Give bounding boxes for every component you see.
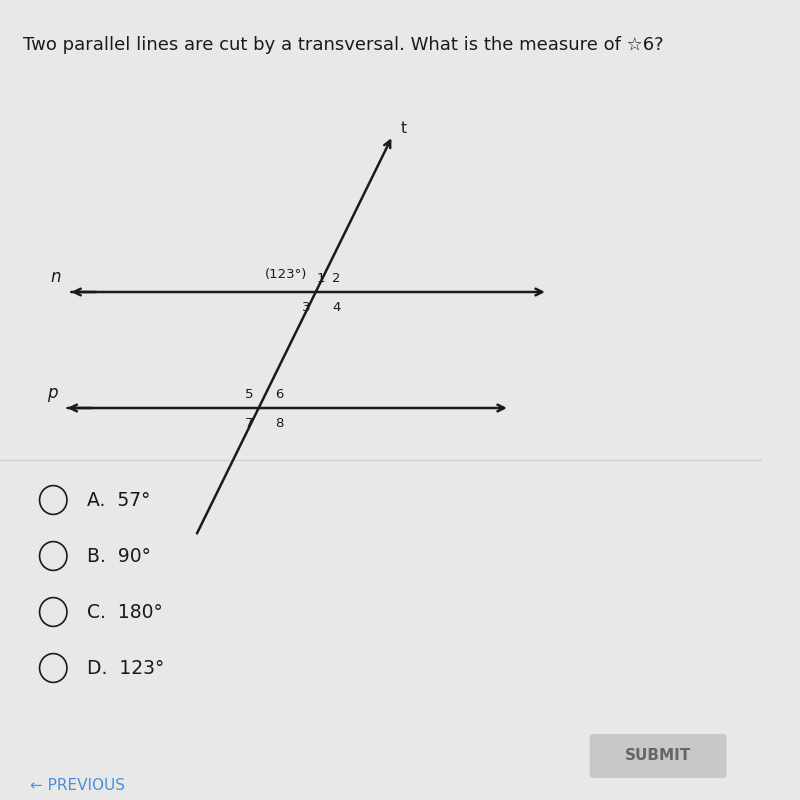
Text: SUBMIT: SUBMIT	[625, 749, 691, 763]
Text: n: n	[50, 267, 61, 286]
Text: Two parallel lines are cut by a transversal. What is the measure of ☆6?: Two parallel lines are cut by a transver…	[23, 36, 663, 54]
Text: B.  90°: B. 90°	[87, 546, 151, 566]
Text: A.  57°: A. 57°	[87, 490, 151, 510]
Text: 4: 4	[333, 301, 341, 314]
Text: 2: 2	[333, 272, 341, 285]
Text: 1: 1	[317, 272, 325, 285]
Text: 3: 3	[302, 301, 310, 314]
Text: p: p	[46, 384, 57, 402]
Text: t: t	[400, 121, 406, 136]
Text: 6: 6	[275, 388, 284, 401]
Text: D.  123°: D. 123°	[87, 658, 165, 678]
Text: (123°): (123°)	[265, 269, 307, 282]
Text: 8: 8	[275, 417, 284, 430]
FancyBboxPatch shape	[590, 734, 726, 778]
Text: 5: 5	[245, 388, 254, 401]
Text: 7: 7	[245, 417, 254, 430]
Text: C.  180°: C. 180°	[87, 602, 163, 622]
Text: ← PREVIOUS: ← PREVIOUS	[30, 778, 126, 793]
